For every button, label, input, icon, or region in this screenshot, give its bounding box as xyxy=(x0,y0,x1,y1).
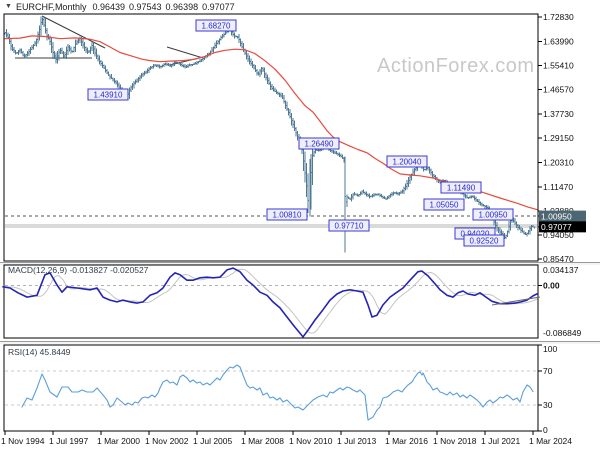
macd-value-signal: -0.020527 xyxy=(110,265,149,275)
svg-text:1.46570: 1.46570 xyxy=(543,85,574,95)
svg-text:1.00950: 1.00950 xyxy=(541,211,572,221)
svg-text:1.43910: 1.43910 xyxy=(94,91,123,100)
svg-text:1 Mar 2000: 1 Mar 2000 xyxy=(97,436,140,446)
svg-text:1 Nov 2002: 1 Nov 2002 xyxy=(145,436,189,446)
svg-text:0.94020: 0.94020 xyxy=(461,230,490,239)
svg-text:1.05050: 1.05050 xyxy=(430,201,459,210)
svg-text:0.94050: 0.94050 xyxy=(543,230,574,240)
rsi-indicator-label: RSI(14) 45.8449 xyxy=(8,347,70,357)
panel-separators[interactable] xyxy=(0,262,600,344)
panel-frames xyxy=(3,13,539,432)
rsi-value: 45.8449 xyxy=(39,347,71,357)
ma-line xyxy=(4,35,538,211)
svg-text:1.37730: 1.37730 xyxy=(543,109,574,119)
svg-text:70: 70 xyxy=(543,366,553,376)
symbol-timeframe-label: EURCHF,Monthly xyxy=(15,1,87,12)
rsi-series xyxy=(21,364,534,421)
macd-value-main: -0.013827 xyxy=(69,265,108,275)
svg-text:1.68270: 1.68270 xyxy=(202,22,231,31)
svg-text:1 Mar 2008: 1 Mar 2008 xyxy=(241,436,284,446)
svg-text:1 Jul 2021: 1 Jul 2021 xyxy=(481,436,520,446)
svg-text:0.85470: 0.85470 xyxy=(543,254,574,264)
ohlc-close: 0.97077 xyxy=(202,1,235,12)
svg-text:0.92520: 0.92520 xyxy=(470,237,499,246)
rsi-guides xyxy=(5,370,537,406)
svg-text:1.26490: 1.26490 xyxy=(305,140,334,149)
time-axis[interactable]: 1 Nov 1994 1 Jul 1997 1 Mar 2000 1 Nov 2002… xyxy=(1,431,572,446)
svg-text:1.20310: 1.20310 xyxy=(543,157,574,167)
svg-text:1 Mar 2024: 1 Mar 2024 xyxy=(529,436,572,446)
svg-text:1 Nov 1994: 1 Nov 1994 xyxy=(1,436,45,446)
svg-text:100: 100 xyxy=(543,344,557,354)
svg-text:1.20040: 1.20040 xyxy=(393,158,422,167)
svg-text:1 Jul 1997: 1 Jul 1997 xyxy=(49,436,88,446)
price-annotations[interactable]: 1.68270 1.43910 1.26490 1.20040 1.11490 1.050… xyxy=(87,19,514,247)
macd-trendline[interactable] xyxy=(491,296,541,306)
svg-text:1.11490: 1.11490 xyxy=(447,184,476,193)
watermark: ActionForex.com xyxy=(377,55,535,77)
svg-text:1.00810: 1.00810 xyxy=(273,211,302,220)
svg-text:1.29150: 1.29150 xyxy=(543,133,574,143)
macd-series xyxy=(2,267,538,338)
svg-text:1 Jul 2005: 1 Jul 2005 xyxy=(193,436,232,446)
svg-text:30: 30 xyxy=(543,400,553,410)
svg-text:1.11470: 1.11470 xyxy=(543,182,573,192)
svg-text:1.72830: 1.72830 xyxy=(543,12,574,22)
macd-name: MACD(12,26,9) xyxy=(8,265,68,275)
rsi-axis[interactable]: 100 70 30 0 xyxy=(538,344,557,435)
ohlc-open: 0.96439 xyxy=(92,1,125,12)
macd-axis[interactable]: 0.034137 0.00 -0.086849 xyxy=(538,265,582,338)
svg-text:-0.086849: -0.086849 xyxy=(543,328,582,338)
chevron-down-icon[interactable]: ▼ xyxy=(5,3,12,10)
svg-text:0.97077: 0.97077 xyxy=(541,222,572,232)
svg-text:1 Nov 2018: 1 Nov 2018 xyxy=(433,436,477,446)
ohlc-high: 0.97543 xyxy=(129,1,162,12)
svg-text:0.00: 0.00 xyxy=(543,281,560,291)
symbol-info-bar: ▼ EURCHF,Monthly 0.96439 0.97543 0.96398… xyxy=(0,0,600,13)
svg-text:1 Mar 2016: 1 Mar 2016 xyxy=(385,436,428,446)
svg-text:1 Jul 2013: 1 Jul 2013 xyxy=(337,436,376,446)
rsi-name: RSI(14) xyxy=(8,347,38,357)
svg-text:0.97710: 0.97710 xyxy=(335,222,364,231)
svg-text:1 Nov 2010: 1 Nov 2010 xyxy=(289,436,333,446)
svg-text:1.63990: 1.63990 xyxy=(543,36,574,46)
svg-text:1.00950: 1.00950 xyxy=(479,211,508,220)
ohlc-low: 0.96398 xyxy=(165,1,199,12)
price-axis[interactable]: 1.72830 1.63990 1.55410 1.46570 1.37730 1.291… xyxy=(538,12,586,264)
price-trendlines[interactable] xyxy=(15,15,204,66)
svg-text:0: 0 xyxy=(543,425,548,435)
macd-indicator-label: MACD(12,26,9) -0.013827 -0.020527 xyxy=(8,265,148,275)
svg-text:1.55410: 1.55410 xyxy=(543,60,574,70)
svg-text:0.034137: 0.034137 xyxy=(543,265,579,275)
